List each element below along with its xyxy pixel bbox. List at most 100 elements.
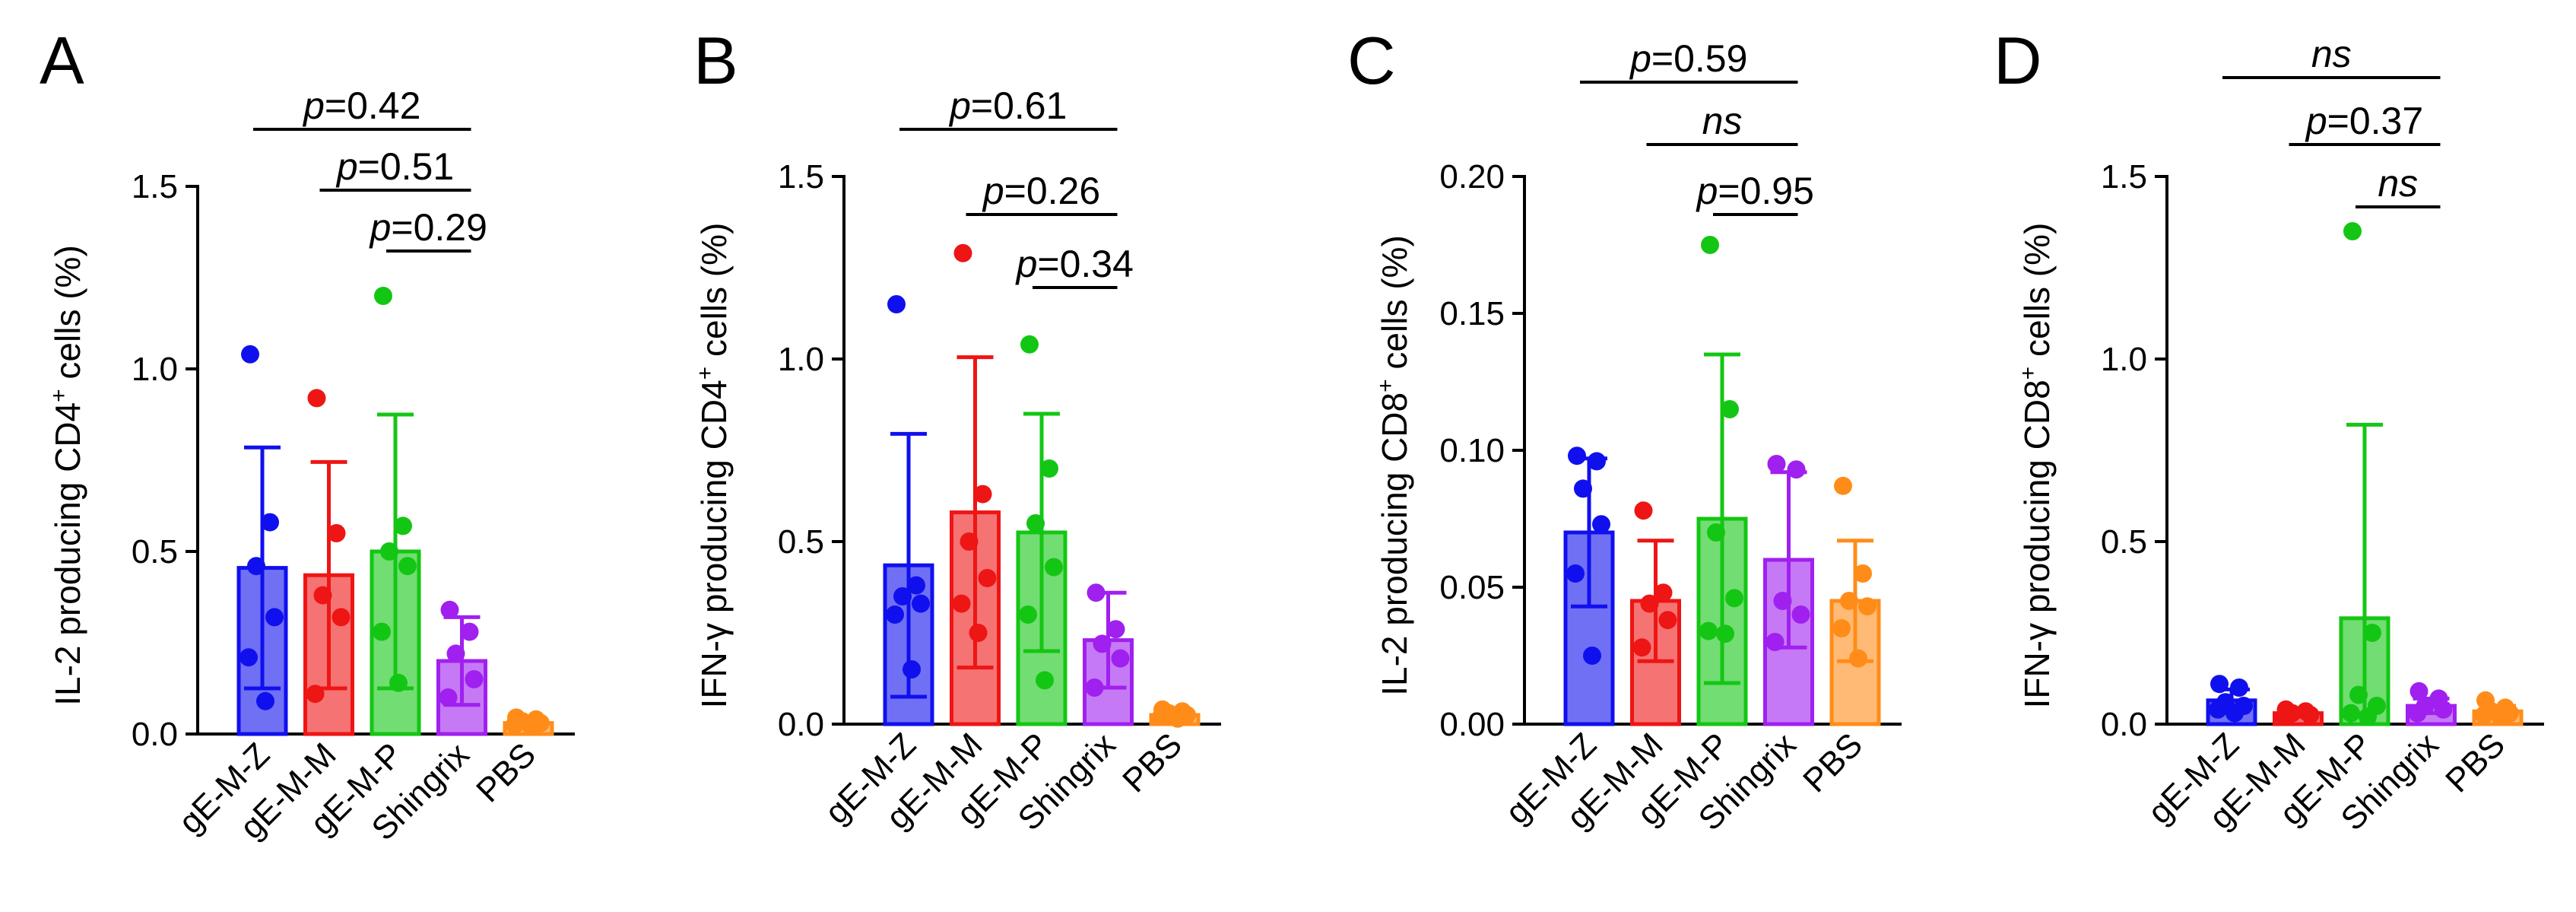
data-point-Shingrix — [440, 600, 459, 619]
data-point-PBS — [522, 717, 541, 736]
panel-D: D IFN-γ producing CD8+ cells (%) 0.0 0.5 1.0… — [1994, 23, 2544, 837]
data-point-gE-M-M — [960, 532, 979, 551]
data-point-gE-M-Z — [893, 587, 912, 605]
y-tick-label: 0.5 — [778, 523, 824, 561]
data-point-PBS — [1832, 619, 1851, 637]
data-point-PBS — [1834, 476, 1852, 495]
data-point-gE-M-M — [332, 608, 351, 627]
data-point-Shingrix — [446, 644, 465, 663]
data-point-Shingrix — [439, 688, 458, 707]
data-point-gE-M-P — [1721, 400, 1739, 418]
data-point-gE-M-P — [1699, 621, 1718, 640]
data-point-gE-M-Z — [241, 345, 259, 364]
data-point-gE-M-M — [978, 569, 997, 587]
y-tick-label: 0.15 — [1439, 295, 1505, 332]
data-point-gE-M-Z — [1568, 446, 1586, 466]
data-point-gE-M-Z — [240, 648, 258, 667]
data-point-gE-M-P — [1716, 624, 1734, 643]
data-point-gE-M-M — [952, 594, 971, 613]
data-point-gE-M-Z — [2230, 678, 2248, 697]
data-point-gE-M-P — [1045, 558, 1063, 577]
significance-label: ns — [2378, 162, 2418, 205]
significance-label: p=0.95 — [1696, 170, 1814, 212]
data-point-PBS — [2492, 707, 2510, 726]
x-tick-label: PBS — [1115, 726, 1189, 799]
data-point-gE-M-P — [389, 673, 408, 692]
significance-label: p=0.26 — [982, 170, 1100, 212]
panel-letter: A — [40, 23, 84, 98]
data-point-Shingrix — [1791, 605, 1810, 624]
y-tick-label: 1.5 — [2101, 158, 2147, 195]
data-point-PBS — [2475, 706, 2493, 724]
significance-label: p=0.42 — [302, 84, 420, 127]
y-axis-title: IL-2 producing CD8+ cells (%) — [1373, 235, 1414, 696]
data-point-gE-M-P — [380, 542, 398, 561]
data-point-gE-M-P — [373, 622, 391, 641]
data-point-gE-M-P — [374, 287, 392, 305]
significance-label: ns — [2311, 33, 2352, 75]
data-point-PBS — [506, 716, 524, 734]
data-point-Shingrix — [1093, 634, 1112, 653]
data-point-gE-M-Z — [247, 557, 265, 576]
panel-A: A IL-2 producing CD4+ cells (%) 0.0 0.5 1.0 1… — [40, 23, 575, 847]
data-point-gE-M-P — [2359, 707, 2377, 726]
data-point-gE-M-Z — [1574, 479, 1592, 498]
y-tick-label: 0.0 — [2101, 706, 2147, 743]
data-point-PBS — [1854, 564, 1872, 583]
data-point-Shingrix — [1773, 592, 1792, 610]
significance-label: p=0.37 — [2305, 100, 2423, 142]
y-axis-title: IFN-γ producing CD4+ cells (%) — [693, 223, 734, 709]
data-point-Shingrix — [1765, 633, 1784, 651]
data-point-gE-M-Z — [2209, 700, 2227, 719]
panel-B: B IFN-γ producing CD4+ cells (%) 0.0 0.5 1.0… — [693, 23, 1221, 837]
data-point-gE-M-M — [953, 243, 972, 262]
data-point-gE-M-P — [1040, 459, 1058, 478]
data-point-gE-M-M — [969, 624, 988, 642]
data-point-gE-M-Z — [1583, 647, 1601, 665]
significance-label: ns — [1702, 100, 1743, 142]
y-tick-label: 1.5 — [778, 158, 824, 195]
y-tick-label: 0.5 — [2101, 523, 2147, 561]
data-point-gE-M-P — [2363, 624, 2381, 642]
data-point-PBS — [1849, 649, 1867, 668]
data-point-Shingrix — [1111, 649, 1130, 668]
data-point-gE-M-P — [2342, 704, 2360, 723]
data-point-Shingrix — [1087, 583, 1106, 602]
data-point-gE-M-M — [1634, 501, 1653, 520]
data-point-gE-M-P — [1026, 514, 1045, 532]
data-point-Shingrix — [460, 622, 479, 641]
data-point-Shingrix — [1787, 460, 1806, 479]
data-point-Shingrix — [1085, 678, 1104, 697]
x-tick-label: PBS — [2438, 726, 2512, 799]
data-point-gE-M-M — [1658, 611, 1677, 630]
significance-label: p=0.34 — [1015, 243, 1134, 285]
y-tick-label: 1.0 — [132, 351, 178, 388]
data-point-gE-M-P — [2349, 685, 2368, 704]
data-point-gE-M-P — [398, 557, 417, 576]
data-point-gE-M-P — [1725, 589, 1743, 608]
y-tick-label: 0.20 — [1439, 158, 1505, 195]
significance-label: p=0.59 — [1629, 37, 1747, 80]
data-point-gE-M-P — [1020, 335, 1039, 354]
y-tick-label: 0.0 — [778, 706, 824, 743]
data-point-gE-M-P — [1036, 671, 1054, 690]
data-point-gE-M-P — [394, 516, 412, 535]
y-tick-label: 1.0 — [2101, 341, 2147, 378]
data-point-gE-M-P — [1019, 605, 1037, 624]
data-point-gE-M-Z — [886, 605, 904, 624]
data-point-PBS — [1858, 597, 1876, 616]
data-point-gE-M-Z — [265, 608, 284, 627]
panel-letter: D — [1994, 23, 2042, 98]
data-point-gE-M-M — [313, 586, 332, 605]
data-point-gE-M-M — [327, 524, 346, 542]
data-point-gE-M-Z — [2210, 675, 2229, 694]
y-axis-title: IL-2 producing CD4+ cells (%) — [46, 245, 87, 706]
data-point-gE-M-Z — [1588, 452, 1606, 471]
data-point-gE-M-Z — [912, 594, 930, 613]
data-point-Shingrix — [2408, 704, 2427, 723]
data-point-gE-M-M — [1640, 594, 1659, 613]
data-point-gE-M-Z — [256, 691, 274, 710]
data-point-gE-M-M — [2275, 707, 2294, 726]
y-tick-label: 0.05 — [1439, 569, 1505, 606]
